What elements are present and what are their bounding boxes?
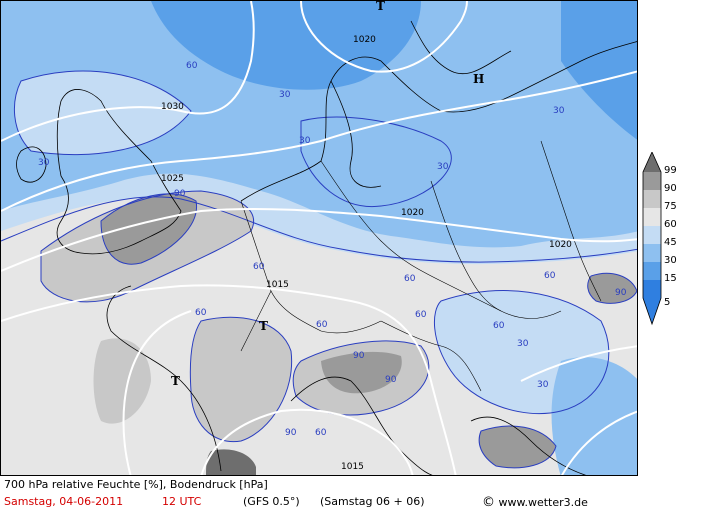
- map-time: 12 UTC: [162, 495, 202, 508]
- legend-level: 99: [664, 165, 677, 176]
- humidity-label: 90: [174, 189, 186, 199]
- pressure-label: 1020: [549, 240, 572, 250]
- low-pressure-marker: T: [259, 319, 268, 333]
- humidity-label: 30: [437, 162, 449, 172]
- copyright-icon: ©: [482, 495, 495, 510]
- humidity-label: 60: [186, 61, 198, 71]
- country-borders: [240, 140, 602, 392]
- humidity-label: 60: [544, 271, 556, 281]
- pressure-label: 1030: [161, 102, 184, 112]
- legend-swatch: [643, 280, 661, 298]
- legend-colorbar: [642, 152, 662, 326]
- weather-map: 1020 1030 1025 1020 1015 1020 1015 60 30…: [0, 0, 638, 476]
- legend-level: 75: [664, 201, 677, 212]
- humidity-label: 60: [493, 321, 505, 331]
- low-pressure-marker: T: [171, 374, 180, 388]
- legend-swatch: [643, 208, 661, 226]
- pressure-label: 1025: [161, 174, 184, 184]
- humidity-field-90c: [479, 426, 556, 468]
- map-footer: 700 hPa relative Feuchte [%], Bodendruck…: [0, 476, 704, 513]
- map-canvas: 1020 1030 1025 1020 1015 1020 1015 60 30…: [1, 1, 637, 475]
- map-title: 700 hPa relative Feuchte [%], Bodendruck…: [4, 478, 268, 491]
- legend-level: 30: [664, 255, 677, 266]
- humidity-label: 60: [315, 428, 327, 438]
- pressure-labels: 1020 1030 1025 1020 1015 1020 1015: [161, 35, 572, 472]
- humidity-label: 60: [195, 308, 207, 318]
- humidity-labels: 60 30 30 30 30 90 60 60 60 60 60 30 90 9…: [38, 61, 627, 438]
- legend-swatch: [643, 190, 661, 208]
- humidity-label: 30: [38, 158, 50, 168]
- humidity-label: 30: [517, 339, 529, 349]
- humidity-field-75d: [93, 338, 151, 424]
- humidity-label: 30: [553, 106, 565, 116]
- humidity-field-45b: [14, 71, 191, 155]
- legend-level: 60: [664, 219, 677, 230]
- legend-swatch: [643, 244, 661, 262]
- humidity-label: 60: [316, 320, 328, 330]
- legend-level: 5: [664, 297, 671, 308]
- low-pressure-marker: T: [376, 1, 385, 13]
- coastlines: [16, 20, 637, 475]
- humidity-field-15b: [561, 1, 637, 140]
- humidity-label: 60: [415, 310, 427, 320]
- legend-level: 15: [664, 273, 677, 284]
- humidity-field-15: [151, 1, 421, 90]
- legend-swatch: [643, 226, 661, 244]
- humidity-field-90: [101, 193, 197, 265]
- model-run: (Samstag 06 + 06): [320, 495, 425, 508]
- humidity-field-90b: [321, 351, 402, 394]
- model-name: (GFS 0.5°): [243, 495, 300, 508]
- humidity-label: 30: [279, 90, 291, 100]
- legend-arrow-bottom: [643, 298, 661, 324]
- humidity-label: 90: [353, 351, 365, 361]
- pressure-label: 1020: [401, 208, 424, 218]
- copyright: © www.wetter3.de: [482, 495, 588, 510]
- map-date: Samstag, 04-06-2011: [4, 495, 124, 508]
- legend-swatch: [643, 172, 661, 190]
- humidity-label: 60: [253, 262, 265, 272]
- humidity-label: 60: [404, 274, 416, 284]
- legend-level: 45: [664, 237, 677, 248]
- humidity-label: 90: [385, 375, 397, 385]
- humidity-label: 90: [285, 428, 297, 438]
- site-link[interactable]: www.wetter3.de: [498, 496, 588, 509]
- humidity-label: 90: [615, 288, 627, 298]
- pressure-centers: T H T T: [171, 1, 484, 388]
- pressure-label: 1015: [266, 280, 289, 290]
- humidity-field-30b: [301, 117, 452, 207]
- high-pressure-marker: H: [473, 72, 484, 86]
- humidity-label: 30: [537, 380, 549, 390]
- humidity-contours: [1, 70, 637, 469]
- isobars: [1, 1, 637, 475]
- humidity-field-90d: [587, 273, 637, 304]
- legend-level: 90: [664, 183, 677, 194]
- pressure-label: 1015: [341, 462, 364, 472]
- humidity-field-75b: [190, 317, 292, 442]
- legend-arrow-top: [643, 152, 661, 172]
- pressure-label: 1020: [353, 35, 376, 45]
- humidity-field-30c: [551, 357, 637, 475]
- humidity-label: 30: [299, 136, 311, 146]
- legend-swatch: [643, 262, 661, 280]
- legend: 99 90 75 60 45 30 15 5: [641, 152, 701, 332]
